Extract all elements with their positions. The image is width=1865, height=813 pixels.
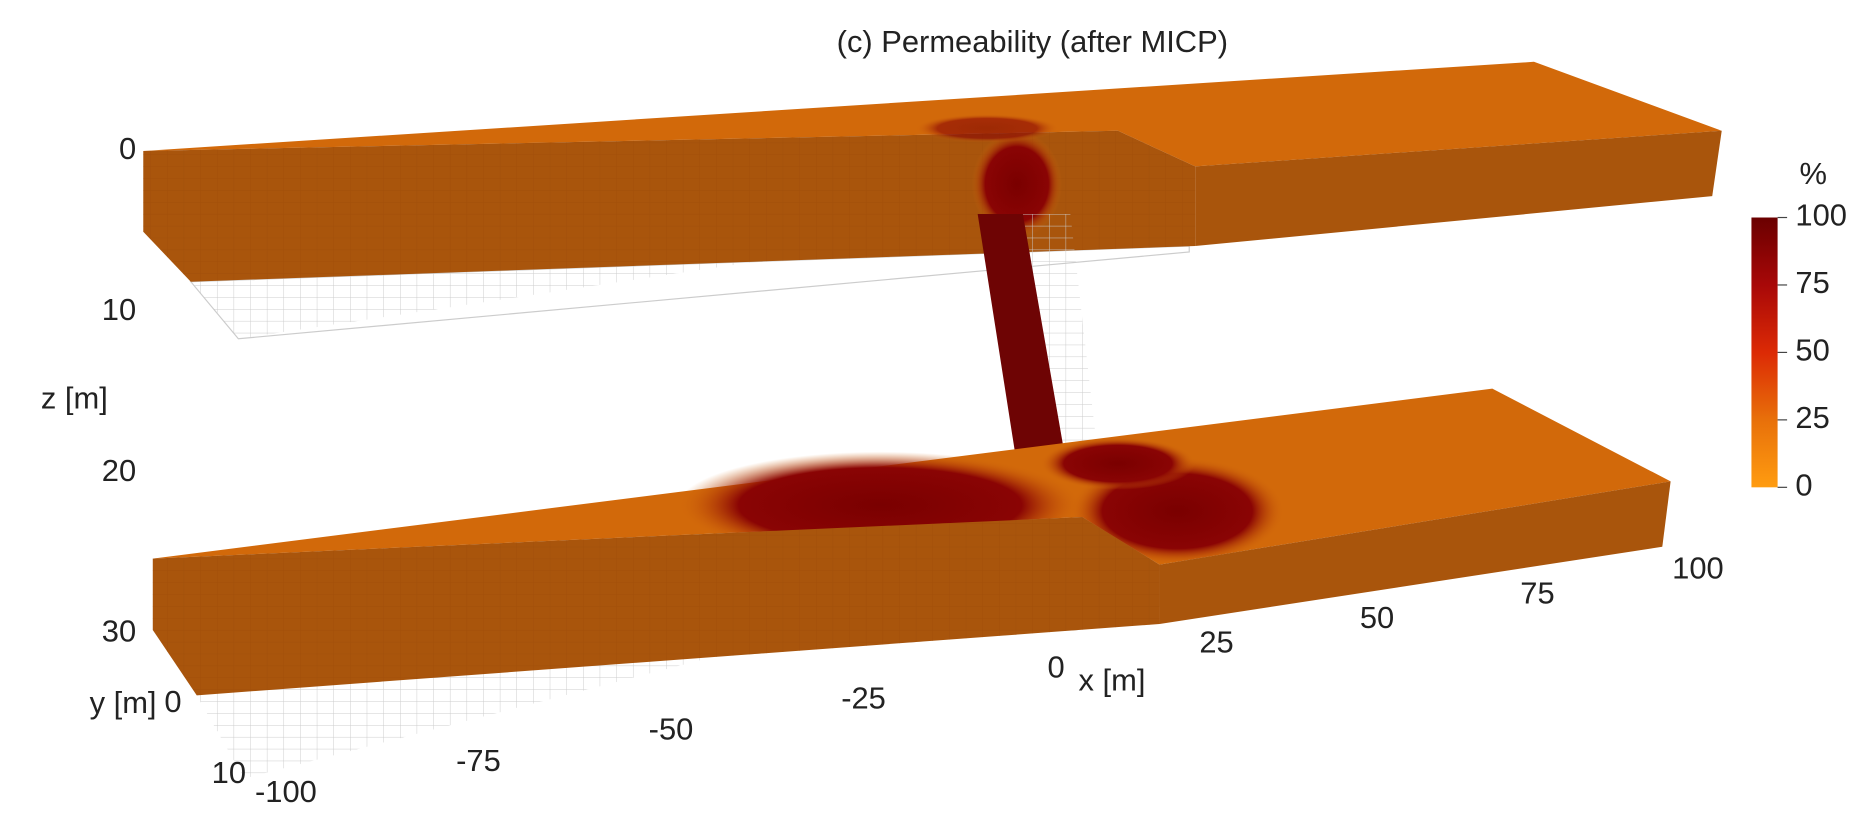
x-tick-label: 100 — [1672, 551, 1724, 586]
colorbar-tick-label: 100 — [1795, 198, 1847, 233]
x-tick-label: -75 — [456, 743, 501, 778]
x-tick-label: 75 — [1520, 575, 1554, 610]
z-tick-label: 10 — [102, 292, 136, 327]
colorbar-tick-label: 50 — [1795, 333, 1829, 368]
slab-front-right — [1159, 481, 1671, 625]
z-tick-label: 20 — [102, 453, 136, 488]
z-tick-label: 0 — [119, 131, 136, 166]
colorbar — [1751, 217, 1778, 488]
treated-zone — [971, 130, 1063, 238]
fracture-mesh — [1022, 213, 1101, 476]
slab-mesh — [143, 130, 1196, 282]
x-axis-label: x [m] — [1079, 662, 1146, 697]
upper-layer — [143, 61, 1722, 340]
x-tick-label: -50 — [649, 712, 694, 747]
x-tick-label: -100 — [255, 774, 317, 809]
z-axis-label: z [m] — [41, 381, 108, 416]
y-tick-label: 10 — [212, 755, 246, 790]
x-tick-label: 50 — [1360, 600, 1394, 635]
treated-zone — [1040, 437, 1196, 490]
fracture — [977, 213, 1101, 488]
colorbar-tick-label: 75 — [1795, 265, 1829, 300]
colorbar-tick-label: 25 — [1795, 400, 1829, 435]
title: (c) Permeability (after MICP) — [837, 24, 1228, 59]
y-axis-label: y [m] — [90, 685, 157, 720]
x-tick-label: 25 — [1199, 625, 1233, 660]
treated-zone — [915, 114, 1059, 143]
colorbar-tick-label: 0 — [1795, 467, 1812, 502]
lower-layer — [152, 388, 1671, 779]
slab-front-right — [1195, 130, 1722, 247]
x-tick-label: -25 — [841, 681, 886, 716]
z-tick-label: 30 — [102, 614, 136, 649]
x-tick-label: 0 — [1048, 649, 1065, 684]
colorbar-label: % — [1800, 156, 1827, 191]
slab-top — [143, 61, 1722, 167]
fracture-zone — [977, 213, 1071, 488]
slab-mesh — [152, 517, 1160, 696]
y-tick-label: 0 — [164, 684, 181, 719]
